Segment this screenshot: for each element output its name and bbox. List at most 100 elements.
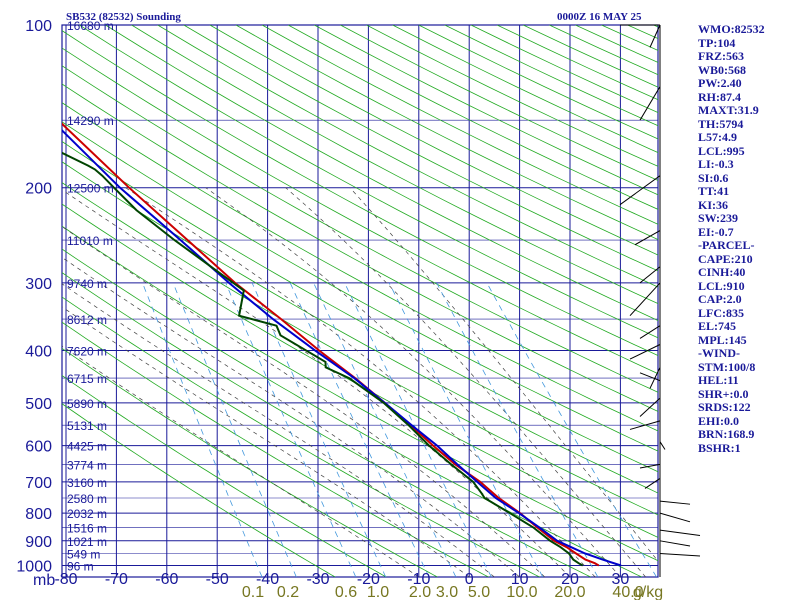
dry-adiabat-line <box>105 25 658 321</box>
pressure-tick-label: 900 <box>25 534 52 551</box>
temperature-tick-label: 20 <box>561 571 579 588</box>
wind-barb <box>659 512 691 523</box>
wind-barb <box>649 367 661 389</box>
mixing-ratio-label: g/kg <box>633 584 663 600</box>
pressure-tick-label: 1000 <box>16 559 52 576</box>
height-label: 549 m <box>67 548 100 562</box>
pressure-tick-label: 400 <box>25 343 52 360</box>
mixing-ratio-label: 5.0 <box>468 584 490 600</box>
wind-barb <box>659 553 701 557</box>
wind-barb <box>659 500 691 505</box>
mixing-ratio-line <box>142 282 263 577</box>
parameter-line: CAP:2.0 <box>698 292 742 306</box>
wind-barb <box>659 441 666 450</box>
pressure-tick-label: 600 <box>25 439 52 456</box>
parameter-line: BSHR:1 <box>698 440 741 455</box>
parameter-line: KI:36 <box>698 197 728 212</box>
height-label: 12500 m <box>67 182 114 196</box>
moist-adiabat-line <box>62 226 546 577</box>
wind-barb <box>639 86 661 121</box>
dry-adiabat-line <box>209 25 658 256</box>
pressure-tick-label: 200 <box>25 181 52 198</box>
parameter-line: BRN:168.9 <box>698 427 755 441</box>
mixing-ratio-line <box>225 282 357 577</box>
temperature-tick-label: -60 <box>155 571 178 588</box>
wind-barb <box>629 420 661 430</box>
height-label: 6715 m <box>67 372 107 386</box>
height-label: 8612 m <box>67 313 107 327</box>
height-label: 2580 m <box>67 492 107 506</box>
parameter-line: RH:87.4 <box>698 89 741 104</box>
parameter-line: L57:4.9 <box>698 130 737 144</box>
height-label: 1516 m <box>67 521 107 535</box>
dry-adiabat-line <box>62 30 658 356</box>
mixing-ratio-line <box>251 282 387 577</box>
dry-adiabat-line <box>62 102 658 432</box>
height-label: 7620 m <box>67 344 107 358</box>
temperature-tick-label: -40 <box>256 571 279 588</box>
wind-barb <box>629 282 661 317</box>
parameter-line: TT:41 <box>698 184 730 198</box>
wind-barb <box>644 478 661 489</box>
temperature-tick-label: -70 <box>105 571 128 588</box>
mixing-ratio-label: 10.0 <box>506 584 537 600</box>
wind-barb <box>639 325 661 339</box>
temperature-tick-label: 0 <box>465 571 474 588</box>
wind-barb <box>619 175 661 206</box>
parameter-line: STM:100/8 <box>698 359 756 374</box>
parameter-line: WB0:568 <box>698 62 746 77</box>
wind-barb <box>649 24 661 48</box>
wind-barb <box>639 372 661 382</box>
temperature-tick-label: -20 <box>357 571 380 588</box>
moist-adiabat-line <box>62 257 520 577</box>
height-label: 2032 m <box>67 507 107 521</box>
wind-barb <box>634 230 661 246</box>
wind-barbs <box>619 24 701 577</box>
plot-frame <box>61 24 659 578</box>
parameter-line: LCL:910 <box>698 278 745 293</box>
mixing-ratio-label: 2.0 <box>409 584 431 600</box>
pressure-tick-label: 100 <box>25 18 52 35</box>
temperature-tick-label: -50 <box>206 571 229 588</box>
dry-adiabat-line <box>62 121 658 452</box>
wind-barb <box>659 540 691 547</box>
mixing-ratio-label: 0.2 <box>277 584 299 600</box>
wind-barb <box>659 529 701 537</box>
chart-timestamp: 0000Z 16 MAY 25 <box>557 11 642 23</box>
dewpoint-trace <box>62 151 584 567</box>
moist-adiabat-line <box>62 345 419 577</box>
dry-adiabat-line <box>62 65 658 393</box>
adiabat-lines <box>62 25 658 577</box>
height-label: 14290 m <box>67 114 114 128</box>
parameter-line: SRDS:122 <box>698 400 751 414</box>
pressure-tick-label: 300 <box>25 276 52 293</box>
height-label: 5131 m <box>67 419 107 433</box>
moist-adiabat-line <box>62 283 495 577</box>
temperature-tick-label: 10 <box>511 571 529 588</box>
parameter-line: WMO:82532 <box>698 22 765 36</box>
pressure-tick-label: 700 <box>25 475 52 492</box>
mixing-ratio-label: 0.6 <box>335 584 357 600</box>
temperature-tick-label: -30 <box>306 571 329 588</box>
temperature-tick-label: -80 <box>54 571 77 588</box>
pressure-tick-label: 800 <box>25 506 52 523</box>
parameter-line: TP:104 <box>698 35 736 50</box>
moist-adiabat-line <box>62 306 470 577</box>
mixing-ratio-line <box>344 282 492 577</box>
dry-adiabat-line <box>131 25 658 305</box>
height-label: 96 m <box>67 560 94 574</box>
parameter-line: CAPE:210 <box>698 251 753 266</box>
mixing-ratio-line <box>388 282 544 577</box>
parameter-line: LFC:835 <box>698 305 744 320</box>
dry-adiabat-line <box>183 25 658 272</box>
dry-adiabat-line <box>62 296 540 577</box>
parameter-line: LI:-0.3 <box>698 157 734 171</box>
parameter-line: SI:0.6 <box>698 170 729 185</box>
wind-barb <box>629 344 661 360</box>
sounding-parameters: WMO:82532 TP:104 FRZ:563 WB0:568 PW:2.40 RH:8… <box>698 22 798 455</box>
sounding-profiles <box>62 122 622 567</box>
height-label: 16680 m <box>67 19 114 33</box>
mixing-ratio-line <box>486 282 657 577</box>
parcel-trace <box>62 128 622 567</box>
height-label: 4425 m <box>67 440 107 454</box>
